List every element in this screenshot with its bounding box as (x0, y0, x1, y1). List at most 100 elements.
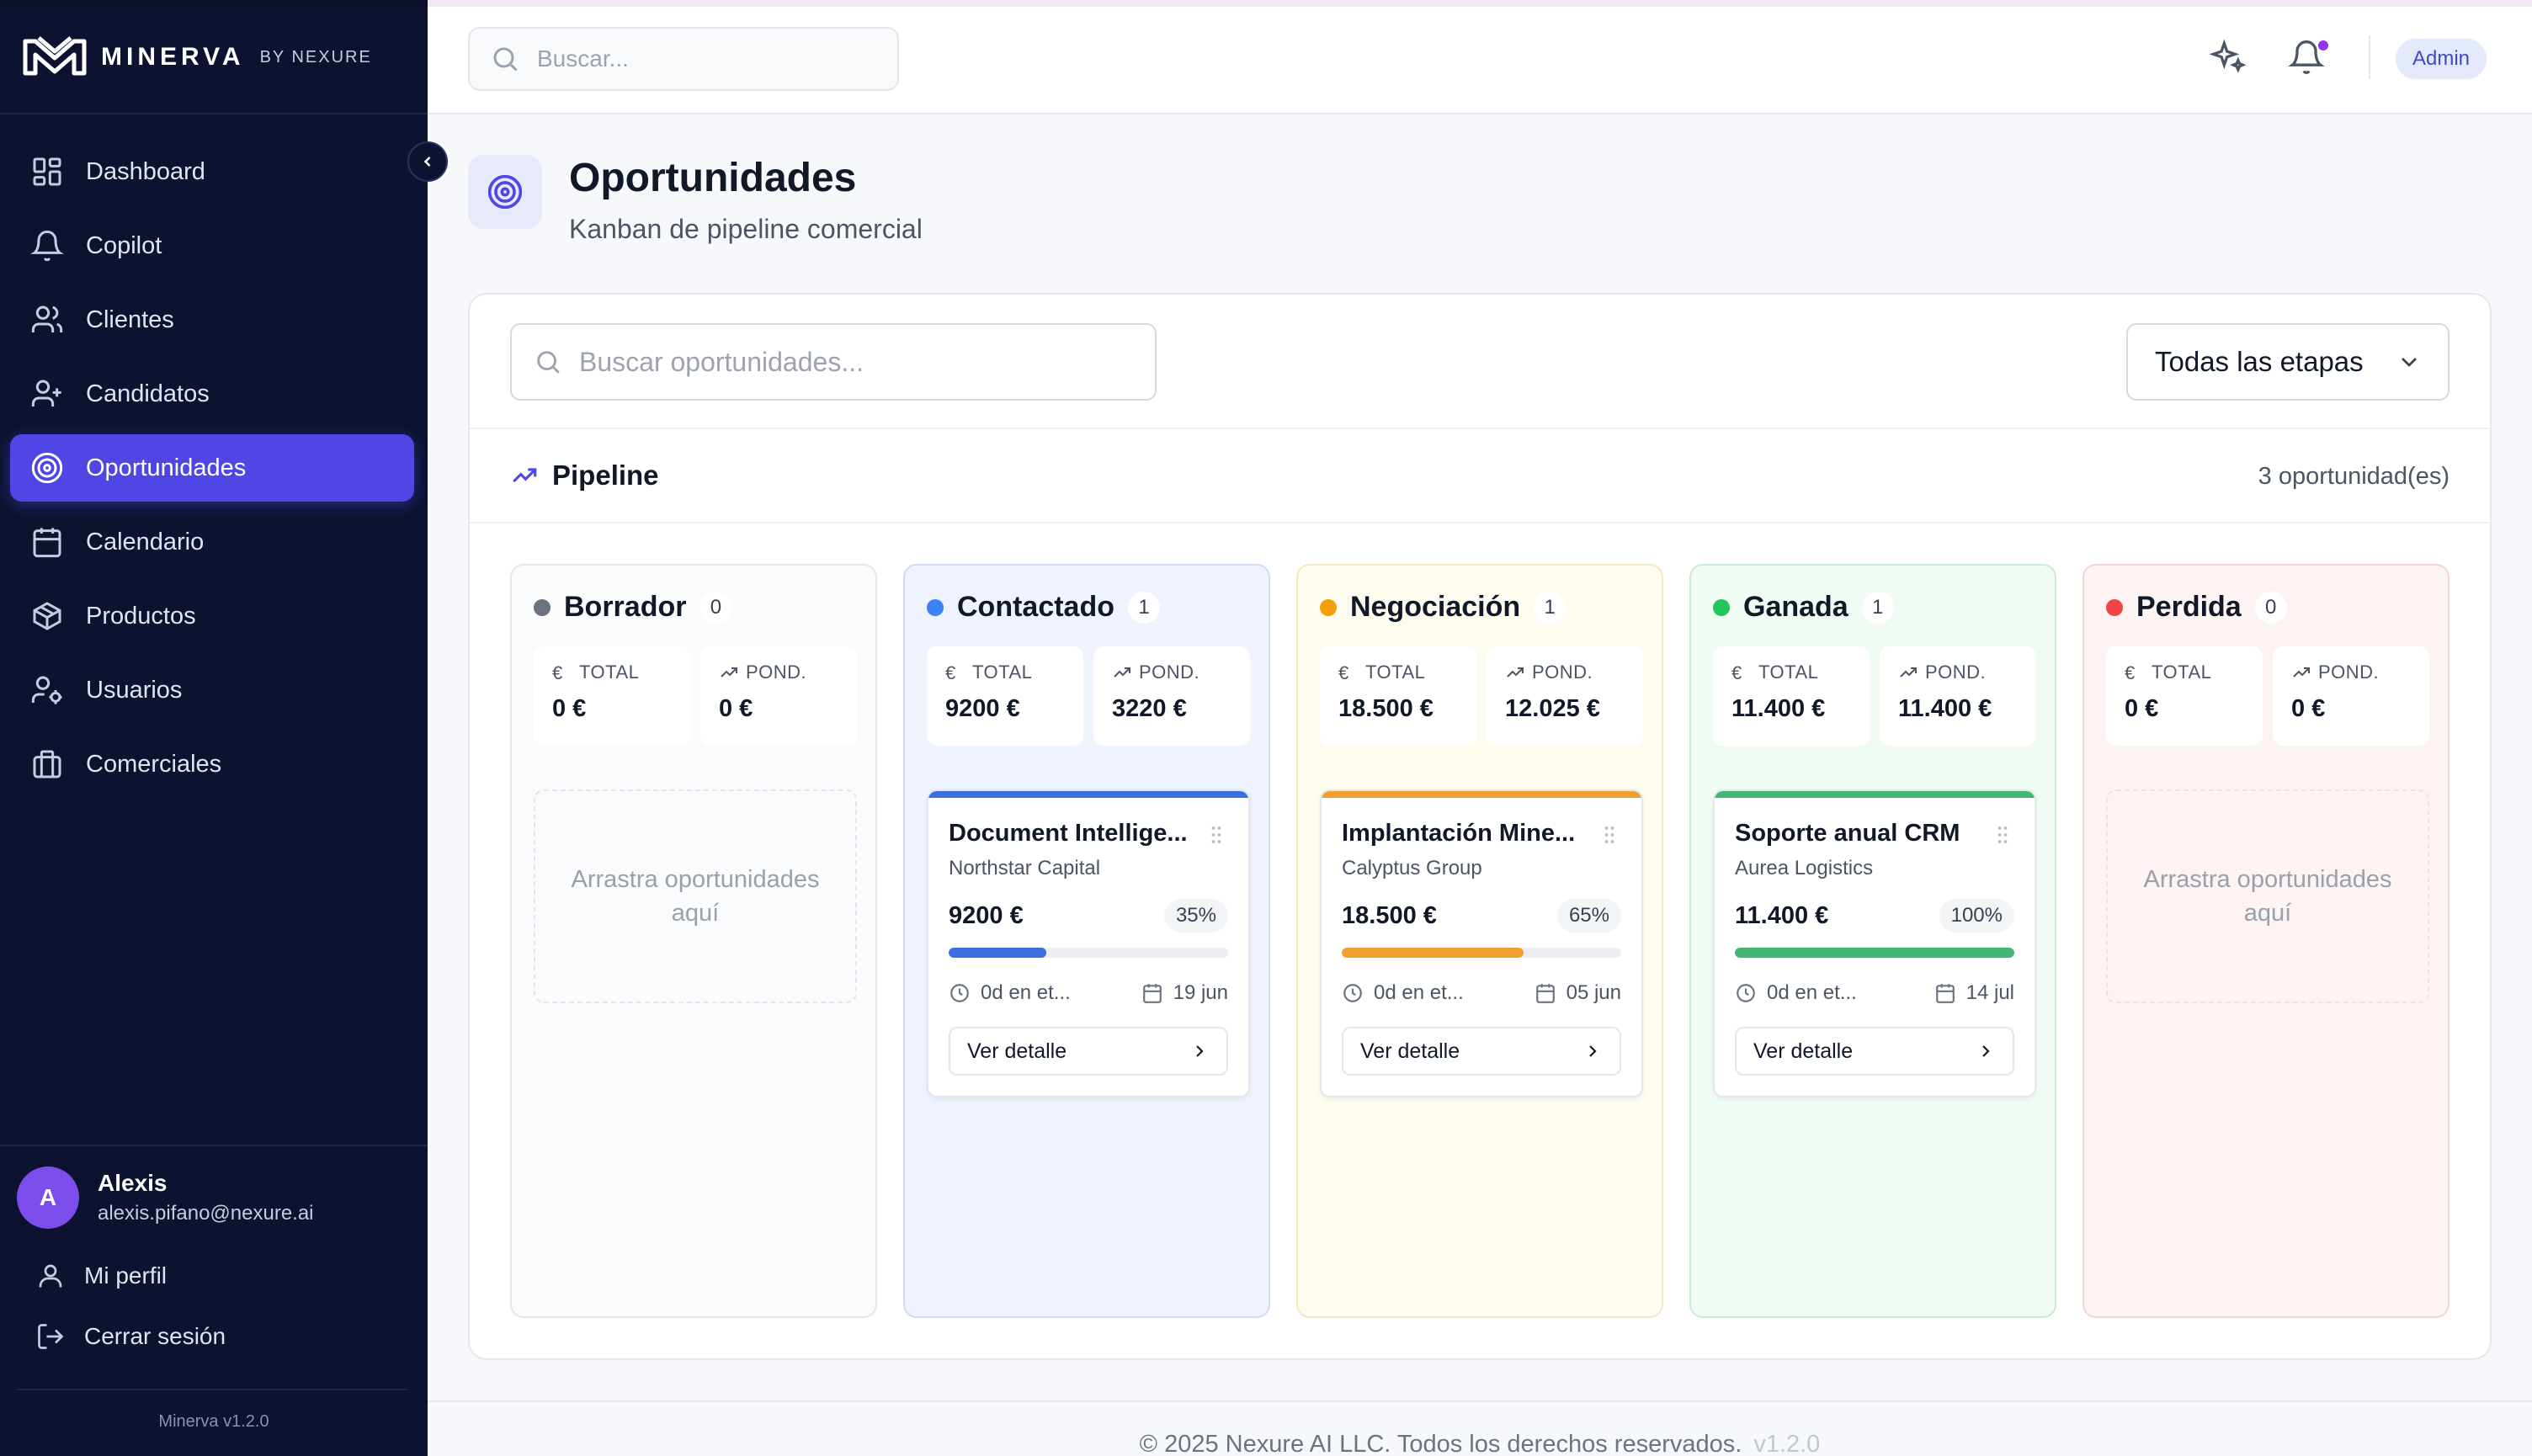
top-accent (428, 0, 2532, 7)
logo[interactable]: MINERVA BY NEXURE (22, 32, 372, 82)
stat-label-text: TOTAL (972, 662, 1033, 683)
column-count-badge: 0 (2254, 591, 2287, 624)
opportunity-title: Implantación Mine... (1342, 820, 1576, 847)
stat-total: € TOTAL 11.400 € (1713, 646, 1870, 746)
drag-handle-icon[interactable] (1991, 823, 2014, 847)
chevron-right-icon (1589, 1045, 1597, 1057)
probability-bar (949, 948, 1228, 958)
copyright: © 2025 Nexure AI LLC. Todos los derechos… (1139, 1431, 1742, 1456)
card-divider (470, 428, 2490, 429)
stat-label-text: POND. (1925, 662, 1987, 683)
pipeline-heading: Pipeline (510, 460, 659, 492)
stat-label: € TOTAL (2125, 662, 2263, 683)
profile-link[interactable]: Mi perfil (35, 1261, 167, 1291)
stat-pond: POND. 12.025 € (1487, 646, 1643, 746)
stat-label: € TOTAL (1731, 662, 1870, 683)
logout-link[interactable]: Cerrar sesión (35, 1321, 226, 1352)
stat-value: 0 € (2291, 695, 2326, 722)
opportunity-card[interactable]: Soporte anual CRM Aurea Logistics 11.400… (1713, 789, 2036, 1097)
column-header: Borrador 0 (534, 591, 732, 624)
role-badge[interactable]: Admin (2396, 39, 2487, 79)
user-info: Alexis alexis.pifano@nexure.ai (98, 1170, 314, 1225)
stat-label-text: TOTAL (1758, 662, 1819, 683)
sidebar-item-label: Dashboard (86, 157, 205, 185)
sidebar-item-label: Copilot (86, 231, 162, 259)
user-email: alexis.pifano@nexure.ai (98, 1202, 314, 1225)
euro-icon: € (1338, 662, 1349, 683)
stat-value: 11.400 € (1898, 695, 1992, 722)
calendar-icon (1142, 984, 1162, 1003)
sidebar-item-clientes[interactable]: Clientes (10, 286, 414, 353)
time-in-stage-text: 0d en et... (981, 981, 1071, 1004)
sidebar-item-usuarios[interactable]: Usuarios (10, 656, 414, 724)
minerva-logo-icon (23, 36, 87, 76)
opportunity-client: Aurea Logistics (1735, 857, 1874, 879)
footer: © 2025 Nexure AI LLC. Todos los derechos… (428, 1400, 2532, 1456)
bell-icon (30, 230, 64, 262)
sidebar-item-copilot[interactable]: Copilot (10, 212, 414, 279)
sidebar-item-label: Clientes (86, 306, 174, 333)
stat-value: 0 € (719, 695, 753, 722)
stage-filter-value: Todas las etapas (2155, 346, 2364, 377)
drag-handle-icon[interactable] (1205, 823, 1228, 847)
stage-filter-select[interactable]: Todas las etapas (2126, 323, 2450, 401)
sidebar-divider (0, 113, 428, 114)
chevron-right-icon (1982, 1045, 1990, 1057)
stat-label: € TOTAL (552, 662, 690, 683)
column-count-badge: 1 (1861, 591, 1894, 624)
drop-zone[interactable]: Arrastra oportunidades aquí (534, 789, 857, 1003)
opportunity-title: Soporte anual CRM (1735, 820, 1960, 847)
sidebar-nav: Dashboard Copilot Clientes Candidatos Op… (10, 138, 414, 805)
view-detail-button[interactable]: Ver detalle (949, 1027, 1228, 1076)
opportunity-card[interactable]: Document Intellige... Northstar Capital … (927, 789, 1250, 1097)
stat-value: 12.025 € (1505, 695, 1600, 722)
package-icon (33, 602, 61, 630)
opportunity-search[interactable] (510, 323, 1157, 401)
time-in-stage: 0d en et... (949, 981, 1071, 1005)
card-divider (470, 522, 2490, 523)
probability-bar-fill (1735, 948, 2014, 958)
column-contactado: Contactado 1 € TOTAL 9200 € POND. 3220 € … (903, 564, 1270, 1318)
sidebar-item-comerciales[interactable]: Comerciales (10, 731, 414, 798)
collapse-sidebar-button[interactable] (407, 141, 448, 182)
sidebar-item-label: Calendario (86, 528, 205, 555)
sparkles-icon[interactable] (2209, 39, 2246, 76)
topbar: Admin (428, 0, 2532, 114)
sidebar-item-candidatos[interactable]: Candidatos (10, 360, 414, 428)
stat-value: 0 € (552, 695, 587, 722)
column-name: Contactado (957, 591, 1114, 623)
column-name: Borrador (564, 591, 687, 623)
notifications-bell-icon[interactable] (2288, 39, 2325, 76)
euro-icon: € (945, 662, 956, 683)
pipeline-card: Todas las etapas Pipeline 3 oportunidad(… (468, 293, 2492, 1360)
sidebar-item-productos[interactable]: Productos (10, 582, 414, 650)
view-detail-button[interactable]: Ver detalle (1735, 1027, 2014, 1076)
drop-zone[interactable]: Arrastra oportunidades aquí (2106, 789, 2429, 1003)
probability-bar (1735, 948, 2014, 958)
search-icon (537, 351, 560, 374)
global-search[interactable] (468, 27, 899, 91)
sidebar-item-oportunidades[interactable]: Oportunidades (10, 434, 414, 502)
user-box[interactable]: A Alexis alexis.pifano@nexure.ai (17, 1166, 314, 1229)
stat-value: 3220 € (1112, 695, 1187, 722)
briefcase-icon (33, 750, 61, 778)
column-count-badge: 1 (1128, 591, 1160, 624)
global-search-input[interactable] (537, 45, 874, 72)
page-subtitle: Kanban de pipeline comercial (569, 214, 923, 244)
opportunity-search-input[interactable] (579, 346, 1135, 378)
stat-pond: POND. 11.400 € (1880, 646, 2036, 746)
euro-icon: € (552, 662, 563, 683)
view-detail-label: Ver detalle (1753, 1039, 1854, 1063)
close-date: 05 jun (1535, 981, 1621, 1005)
sidebar-item-dashboard[interactable]: Dashboard (10, 138, 414, 205)
drag-handle-icon[interactable] (1598, 823, 1621, 847)
topbar-separator (2369, 35, 2370, 79)
close-date: 19 jun (1141, 981, 1228, 1005)
opportunity-card[interactable]: Implantación Mine... Calyptus Group 18.5… (1320, 789, 1643, 1097)
footer-text: © 2025 Nexure AI LLC. Todos los derechos… (428, 1431, 2532, 1456)
user-plus-icon (31, 380, 61, 407)
view-detail-button[interactable]: Ver detalle (1342, 1027, 1621, 1076)
sidebar-divider (0, 1145, 428, 1146)
sidebar-item-calendario[interactable]: Calendario (10, 508, 414, 576)
stat-label: POND. (1505, 662, 1643, 683)
